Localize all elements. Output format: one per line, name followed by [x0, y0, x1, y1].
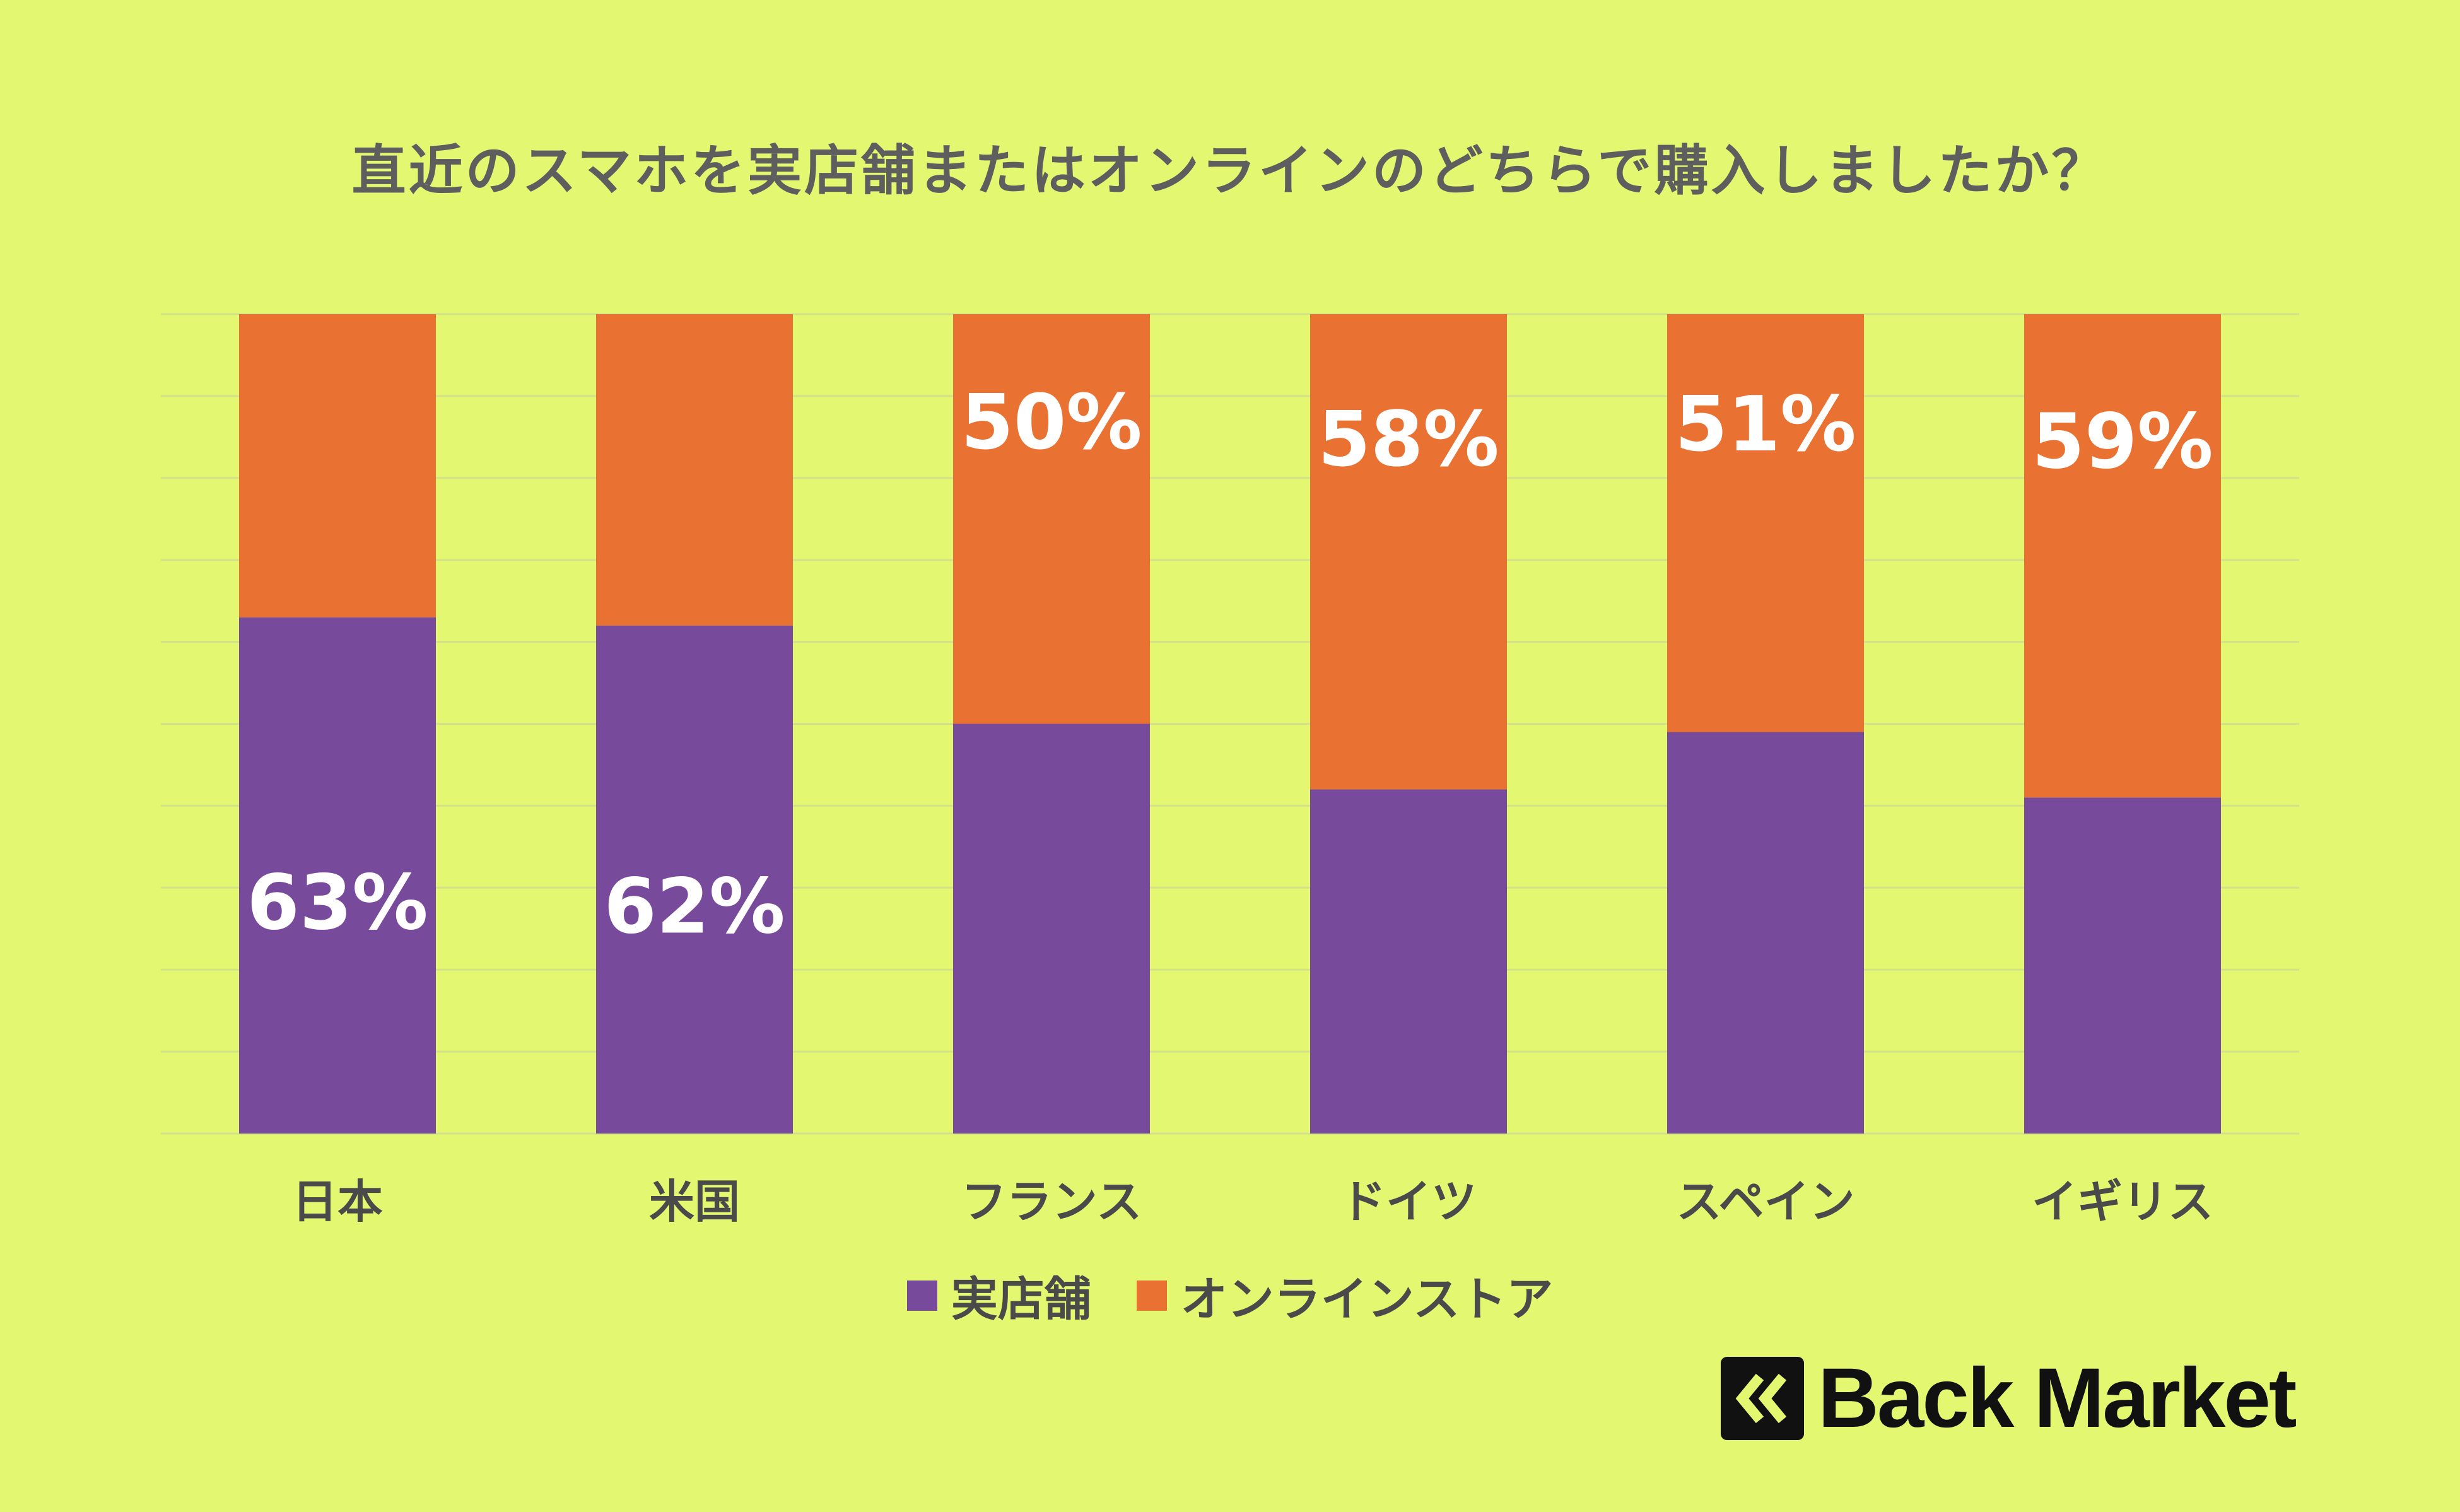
gridlines: [161, 313, 2299, 1135]
x-tick-label: 米国: [649, 1175, 740, 1228]
x-tick-label: ドイツ: [1340, 1175, 1477, 1228]
brand-name: Back Market: [1818, 1351, 2297, 1445]
bar-segment-online: [1310, 314, 1507, 790]
legend-swatch: [1136, 1280, 1167, 1311]
data-label: 51%: [1675, 381, 1856, 469]
data-label: 59%: [2032, 398, 2213, 486]
bar-segment-online: [2024, 314, 2221, 798]
data-label: 58%: [1318, 396, 1499, 484]
legend-swatch: [906, 1280, 937, 1311]
bar-segment-store: [1310, 789, 1507, 1134]
x-tick-label: スペイン: [1677, 1175, 1855, 1228]
legend-label: 実店舗: [951, 1272, 1091, 1327]
data-label: 63%: [247, 860, 428, 947]
x-tick-label: 日本: [292, 1175, 383, 1228]
bar-segment-online: [953, 314, 1150, 724]
data-labels: 63% 62% 50% 58% 51% 59%: [247, 379, 2213, 951]
chart-title: 直近のスマホを実店舗またはオンラインのどちらで購入しましたか？: [351, 139, 2109, 202]
bar-segment-online: [596, 314, 793, 626]
legend-label: オンラインストア: [1180, 1272, 1554, 1327]
bar-segment-online: [1667, 314, 1864, 732]
x-axis-tick-labels: 日本 米国 フランス ドイツ スペイン イギリス: [292, 1175, 2213, 1228]
back-market-chevron-icon: [1721, 1357, 1804, 1440]
bar-segment-store: [2024, 797, 2221, 1134]
x-tick-label: フランス: [961, 1175, 1142, 1228]
x-tick-label: イギリス: [2032, 1175, 2213, 1228]
bar-segment-store: [953, 724, 1150, 1134]
legend-item-store: 実店舗: [906, 1262, 1091, 1329]
bar-segment-online: [239, 314, 436, 618]
data-label: 62%: [604, 864, 785, 951]
bar-segment-store: [596, 625, 793, 1134]
legend-item-online: オンラインストア: [1136, 1262, 1554, 1329]
brand-logo: Back Market: [1721, 1351, 2297, 1445]
bar-group: [239, 314, 2221, 1134]
bar-segment-store: [1667, 732, 1864, 1134]
bar-segment-store: [239, 617, 436, 1134]
legend: 実店舗 オンラインストア: [0, 1262, 2460, 1329]
data-label: 50%: [961, 379, 1142, 467]
